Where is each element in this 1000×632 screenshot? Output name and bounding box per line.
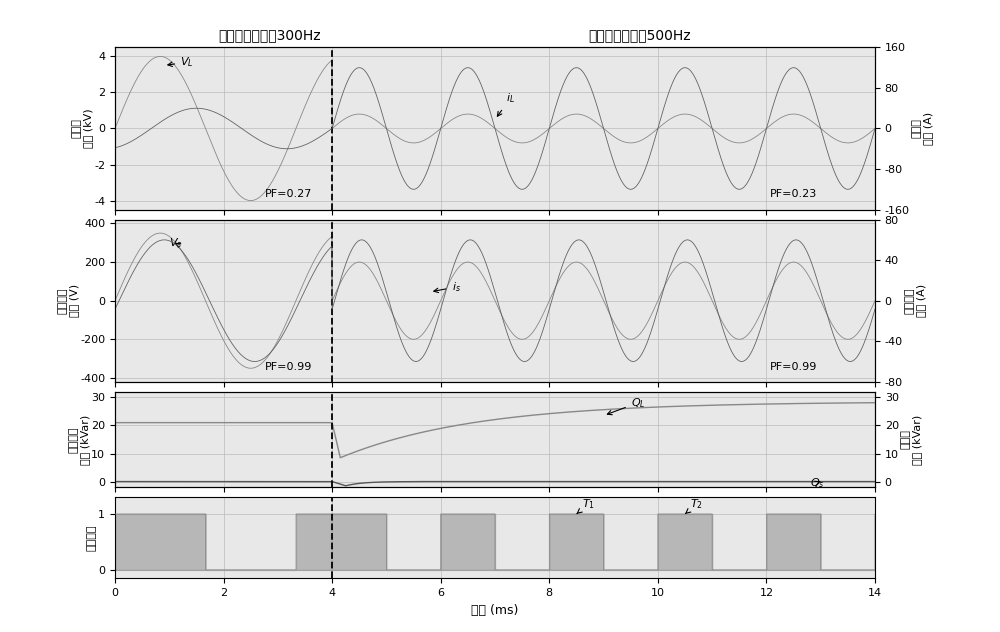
Y-axis label: 负载侧
电流 (A): 负载侧 电流 (A) — [911, 112, 933, 145]
Text: PF=0.99: PF=0.99 — [265, 362, 312, 372]
Text: $Q_L$: $Q_L$ — [607, 396, 645, 415]
Text: $i_L$: $i_L$ — [497, 92, 515, 116]
Y-axis label: 放大器侧
无功 (kVar): 放大器侧 无功 (kVar) — [68, 415, 90, 465]
Text: PF=0.99: PF=0.99 — [770, 362, 817, 372]
Text: PF=0.23: PF=0.23 — [770, 189, 817, 199]
Text: $i_s$: $i_s$ — [434, 280, 461, 294]
Y-axis label: 放大器侧
电流 (A): 放大器侧 电流 (A) — [904, 284, 926, 317]
Text: $T_1$: $T_1$ — [577, 497, 595, 514]
Text: $Q_s$: $Q_s$ — [810, 476, 824, 490]
Y-axis label: 负载侧
无功 (kVar): 负载侧 无功 (kVar) — [900, 415, 922, 465]
Text: $V_s$: $V_s$ — [169, 236, 183, 250]
Text: $T_2$: $T_2$ — [685, 497, 703, 514]
Text: 放大器输出电压300Hz: 放大器输出电压300Hz — [219, 28, 321, 42]
X-axis label: 时间 (ms): 时间 (ms) — [471, 604, 519, 617]
Y-axis label: 负载侧
电压 (kV): 负载侧 电压 (kV) — [71, 109, 93, 149]
Text: $V_L$: $V_L$ — [168, 56, 194, 70]
Text: 放大器输出电压500Hz: 放大器输出电压500Hz — [589, 28, 691, 42]
Y-axis label: 触发信号: 触发信号 — [87, 525, 97, 551]
Text: PF=0.27: PF=0.27 — [265, 189, 312, 199]
Y-axis label: 放大器侧
电压 (V): 放大器侧 电压 (V) — [57, 284, 79, 317]
